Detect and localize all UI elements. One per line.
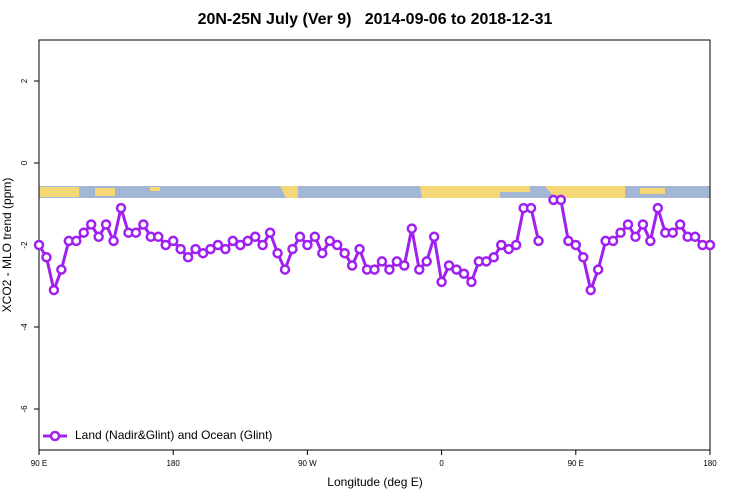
- data-point: [71, 235, 82, 247]
- series-line: [553, 198, 710, 292]
- data-point: [428, 231, 440, 243]
- x-tick-label: 180: [167, 459, 181, 468]
- data-point: [525, 202, 537, 214]
- data-point: [607, 235, 619, 247]
- data-point: [93, 231, 104, 243]
- data-point: [264, 227, 276, 238]
- data-point: [689, 231, 701, 243]
- data-point: [652, 202, 664, 214]
- data-point: [630, 231, 641, 243]
- data-point: [56, 264, 67, 275]
- y-tick-label: 0: [20, 160, 29, 165]
- data-point: [115, 202, 127, 214]
- data-point: [257, 239, 268, 251]
- data-point: [190, 243, 201, 255]
- data-point: [466, 276, 477, 288]
- data-point: [488, 252, 500, 263]
- data-point: [458, 268, 470, 279]
- data-point: [443, 260, 455, 271]
- data-point: [249, 231, 261, 243]
- data-point: [399, 260, 410, 271]
- data-point: [533, 235, 544, 247]
- x-tick-label: 90 E: [31, 459, 47, 468]
- data-point: [421, 256, 432, 267]
- y-tick-label: -2: [20, 241, 29, 249]
- chart-title: 20N-25N July (Ver 9) 2014-09-06 to 2018-…: [198, 11, 553, 28]
- data-point: [235, 239, 246, 251]
- data-point: [294, 231, 306, 243]
- data-point: [622, 219, 634, 230]
- y-tick-label: 2: [20, 78, 29, 83]
- data-point: [339, 247, 350, 259]
- data-point: [85, 219, 97, 230]
- data-point: [272, 247, 283, 259]
- data-point: [153, 231, 164, 243]
- data-point: [227, 235, 239, 247]
- data-point: [585, 284, 596, 296]
- data-point: [108, 235, 119, 247]
- data-point: [331, 239, 343, 251]
- data-point: [205, 243, 216, 255]
- data-point: [354, 243, 365, 255]
- data-point: [48, 284, 60, 296]
- data-point: [563, 235, 574, 247]
- data-point: [481, 256, 492, 267]
- data-point: [376, 256, 388, 267]
- y-tick-label: -6: [20, 405, 29, 413]
- x-tick-label: 90 W: [298, 459, 317, 468]
- x-axis-label: Longitude (deg E): [327, 475, 422, 489]
- data-point: [160, 239, 171, 251]
- data-point: [570, 239, 582, 251]
- data-point: [369, 264, 380, 275]
- x-tick-label: 90 E: [568, 459, 584, 468]
- data-point: [384, 264, 395, 275]
- map-strip: [39, 186, 710, 198]
- data-point: [287, 243, 298, 255]
- data-point: [674, 219, 686, 230]
- data-point: [130, 227, 142, 238]
- data-point: [555, 194, 567, 206]
- data-point: [436, 276, 447, 288]
- y-axis-label: XCO2 - MLO trend (ppm): [0, 178, 14, 313]
- data-point: [645, 235, 656, 247]
- data-point: [451, 264, 462, 275]
- data-point: [406, 223, 418, 234]
- data-point: [578, 252, 589, 263]
- data-point: [317, 247, 328, 259]
- data-point: [220, 243, 231, 255]
- data-point: [279, 264, 291, 275]
- data-point: [41, 252, 52, 263]
- data-point: [309, 231, 321, 243]
- data-point: [242, 235, 254, 247]
- y-tick-label: -4: [20, 323, 29, 331]
- data-point: [197, 247, 209, 259]
- data-point: [167, 235, 179, 247]
- data-point: [495, 239, 507, 251]
- data-point: [510, 239, 522, 251]
- data-point: [391, 256, 403, 267]
- data-point: [667, 227, 678, 238]
- x-tick-label: 0: [439, 459, 444, 468]
- data-point: [503, 243, 514, 255]
- data-point: [704, 239, 716, 251]
- data-point: [182, 252, 194, 263]
- data-point: [615, 227, 626, 238]
- legend-marker: [49, 430, 61, 442]
- data-point: [33, 239, 45, 251]
- data-point: [212, 239, 224, 251]
- legend-label: Land (Nadir&Glint) and Ocean (Glint): [75, 428, 272, 442]
- data-point: [100, 219, 112, 230]
- data-point: [413, 264, 425, 275]
- data-point: [592, 264, 604, 275]
- x-tick-label: 180: [703, 459, 717, 468]
- data-point: [175, 243, 186, 255]
- data-point: [346, 260, 358, 271]
- data-point: [138, 219, 149, 230]
- data-point: [324, 235, 336, 247]
- data-point: [637, 219, 649, 230]
- data-point: [302, 239, 313, 251]
- data-point: [78, 227, 89, 238]
